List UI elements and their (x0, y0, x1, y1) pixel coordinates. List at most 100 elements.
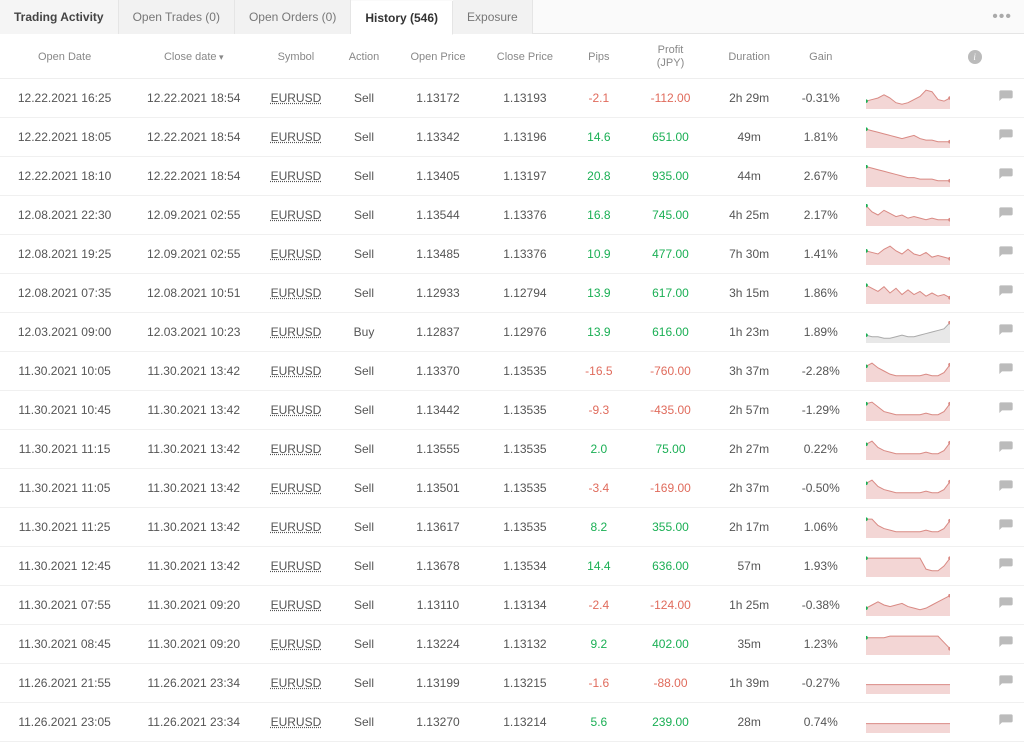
cell-close-price: 1.13535 (481, 352, 568, 391)
info-icon[interactable]: i (968, 50, 982, 64)
comment-icon[interactable] (998, 133, 1014, 147)
cell-open-date: 11.26.2021 21:55 (0, 664, 129, 703)
tabs-more-icon[interactable]: ••• (980, 8, 1024, 26)
tab-trading-activity[interactable]: Trading Activity (0, 0, 119, 34)
symbol-link[interactable]: EURUSD (271, 637, 322, 651)
table-row: 11.30.2021 11:0511.30.2021 13:42EURUSDSe… (0, 469, 1024, 508)
symbol-link[interactable]: EURUSD (271, 481, 322, 495)
symbol-link[interactable]: EURUSD (271, 286, 322, 300)
cell-open-date: 11.30.2021 07:55 (0, 586, 129, 625)
cell-comment (989, 352, 1024, 391)
cell-close-price: 1.13132 (481, 625, 568, 664)
symbol-link[interactable]: EURUSD (271, 91, 322, 105)
comment-icon[interactable] (998, 94, 1014, 108)
comment-icon[interactable] (998, 367, 1014, 381)
header-action[interactable]: Action (333, 34, 394, 79)
table-row: 11.30.2021 11:2511.30.2021 13:42EURUSDSe… (0, 508, 1024, 547)
comment-icon[interactable] (998, 562, 1014, 576)
table-row: 12.22.2021 18:1012.22.2021 18:54EURUSDSe… (0, 157, 1024, 196)
cell-comment (989, 118, 1024, 157)
cell-open-price: 1.13172 (395, 79, 482, 118)
cell-symbol: EURUSD (258, 625, 333, 664)
tab-open-trades[interactable]: Open Trades (0) (119, 0, 235, 34)
cell-close-date: 12.08.2021 10:51 (129, 274, 258, 313)
cell-open-price: 1.13370 (395, 352, 482, 391)
symbol-link[interactable]: EURUSD (271, 169, 322, 183)
comment-icon[interactable] (998, 484, 1014, 498)
cell-open-date: 11.30.2021 08:45 (0, 625, 129, 664)
symbol-link[interactable]: EURUSD (271, 208, 322, 222)
cell-info (961, 352, 989, 391)
symbol-link[interactable]: EURUSD (271, 715, 322, 729)
comment-icon[interactable] (998, 250, 1014, 264)
symbol-link[interactable]: EURUSD (271, 403, 322, 417)
header-open-price[interactable]: Open Price (395, 34, 482, 79)
comment-icon[interactable] (998, 211, 1014, 225)
cell-info (961, 196, 989, 235)
header-close-date[interactable]: Close date (129, 34, 258, 79)
cell-gain: 1.93% (787, 547, 855, 586)
symbol-link[interactable]: EURUSD (271, 130, 322, 144)
header-duration[interactable]: Duration (712, 34, 787, 79)
symbol-link[interactable]: EURUSD (271, 247, 322, 261)
cell-info (961, 508, 989, 547)
cell-sparkline (855, 352, 961, 391)
cell-comment (989, 586, 1024, 625)
cell-symbol: EURUSD (258, 274, 333, 313)
cell-symbol: EURUSD (258, 157, 333, 196)
cell-profit: 636.00 (629, 547, 711, 586)
cell-comment (989, 508, 1024, 547)
symbol-link[interactable]: EURUSD (271, 598, 322, 612)
cell-action: Sell (333, 235, 394, 274)
header-gain[interactable]: Gain (787, 34, 855, 79)
cell-action: Sell (333, 547, 394, 586)
comment-icon[interactable] (998, 523, 1014, 537)
symbol-link[interactable]: EURUSD (271, 364, 322, 378)
cell-symbol: EURUSD (258, 196, 333, 235)
cell-open-date: 11.30.2021 10:05 (0, 352, 129, 391)
cell-gain: -0.38% (787, 586, 855, 625)
comment-icon[interactable] (998, 679, 1014, 693)
symbol-link[interactable]: EURUSD (271, 520, 322, 534)
comment-icon[interactable] (998, 640, 1014, 654)
cell-info (961, 586, 989, 625)
header-symbol[interactable]: Symbol (258, 34, 333, 79)
cell-pips: 8.2 (568, 508, 629, 547)
table-row: 12.08.2021 19:2512.09.2021 02:55EURUSDSe… (0, 235, 1024, 274)
cell-symbol: EURUSD (258, 235, 333, 274)
tab-open-orders[interactable]: Open Orders (0) (235, 0, 351, 34)
comment-icon[interactable] (998, 445, 1014, 459)
comment-icon[interactable] (998, 718, 1014, 732)
cell-symbol: EURUSD (258, 508, 333, 547)
table-row: 12.08.2021 22:3012.09.2021 02:55EURUSDSe… (0, 196, 1024, 235)
header-pips[interactable]: Pips (568, 34, 629, 79)
cell-comment (989, 274, 1024, 313)
cell-open-date: 11.30.2021 11:05 (0, 469, 129, 508)
comment-icon[interactable] (998, 328, 1014, 342)
cell-gain: 1.86% (787, 274, 855, 313)
tab-exposure[interactable]: Exposure (453, 0, 533, 34)
comment-icon[interactable] (998, 406, 1014, 420)
symbol-link[interactable]: EURUSD (271, 442, 322, 456)
tab-history[interactable]: History (546) (351, 1, 453, 35)
header-close-price[interactable]: Close Price (481, 34, 568, 79)
cell-close-date: 12.09.2021 02:55 (129, 235, 258, 274)
symbol-link[interactable]: EURUSD (271, 676, 322, 690)
cell-action: Buy (333, 313, 394, 352)
header-open-date[interactable]: Open Date (0, 34, 129, 79)
symbol-link[interactable]: EURUSD (271, 325, 322, 339)
symbol-link[interactable]: EURUSD (271, 559, 322, 573)
comment-icon[interactable] (998, 601, 1014, 615)
comment-icon[interactable] (998, 172, 1014, 186)
cell-gain: -2.28% (787, 352, 855, 391)
cell-close-date: 12.22.2021 18:54 (129, 79, 258, 118)
header-profit[interactable]: Profit (JPY) (629, 34, 711, 79)
cell-profit: 75.00 (629, 430, 711, 469)
cell-gain: 2.17% (787, 196, 855, 235)
cell-close-date: 12.09.2021 02:55 (129, 196, 258, 235)
comment-icon[interactable] (998, 289, 1014, 303)
cell-gain: 0.74% (787, 703, 855, 742)
cell-comment (989, 625, 1024, 664)
cell-pips: -1.6 (568, 664, 629, 703)
cell-close-date: 11.30.2021 09:20 (129, 586, 258, 625)
